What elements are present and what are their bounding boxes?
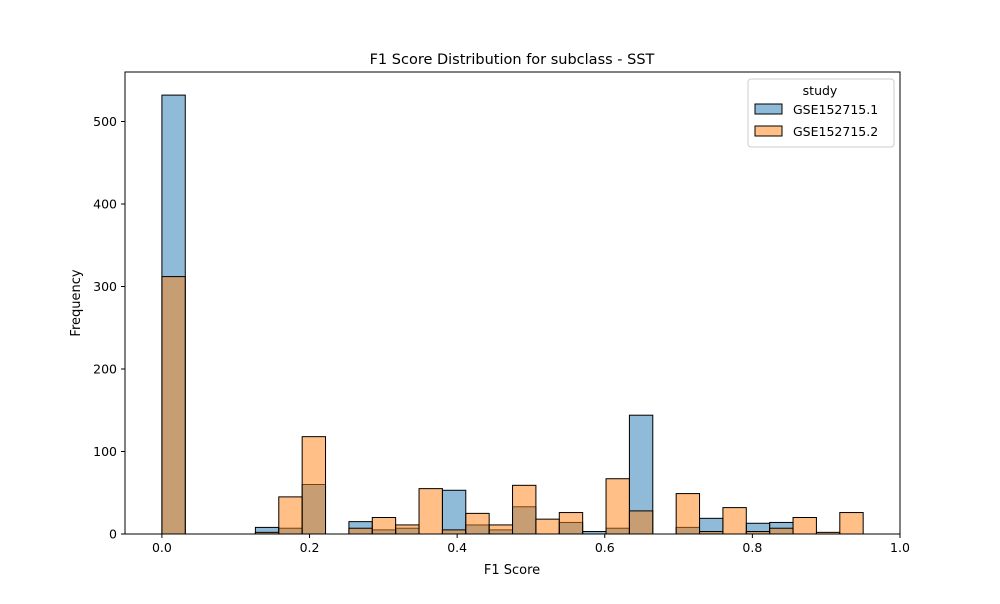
legend-box <box>747 78 895 148</box>
x-tick-label: 0.6 <box>595 540 615 555</box>
histogram-bar <box>441 489 467 535</box>
histogram-bar <box>441 529 467 535</box>
y-tick-label: 300 <box>93 279 117 294</box>
y-tick-label: 100 <box>93 444 117 459</box>
y-tick-label: 400 <box>93 197 117 212</box>
y-tick-label: 200 <box>93 362 117 377</box>
x-axis-label: F1 Score <box>484 563 540 578</box>
legend-title: study <box>803 83 838 98</box>
histogram-bar <box>675 493 701 535</box>
histogram-bar <box>769 527 794 535</box>
x-tick-label: 0.2 <box>300 540 320 555</box>
plot-frame <box>124 71 901 535</box>
bars-series-1 <box>161 94 794 535</box>
histogram-bar <box>839 512 864 535</box>
legend-swatch-series-2 <box>754 125 783 137</box>
chart-title: F1 Score Distribution for subclass - SST <box>370 52 655 68</box>
histogram-bar <box>371 517 397 535</box>
histogram-bar <box>278 496 303 535</box>
legend-label-series-1: GSE152715.1 <box>793 102 878 117</box>
histogram-bar <box>161 276 186 535</box>
histogram-bar <box>792 517 817 535</box>
histogram-bar <box>348 527 373 535</box>
bars-series-2 <box>161 276 864 535</box>
legend-swatch-series-1 <box>754 103 783 115</box>
x-tick-label: 0.4 <box>447 540 467 555</box>
y-axis-ticks: 0 100 200 300 400 500 <box>93 114 125 542</box>
x-tick-label: 0.8 <box>742 540 762 555</box>
y-axis-label: Frequency <box>69 269 84 336</box>
histogram-bar <box>418 488 443 535</box>
y-tick-label: 500 <box>93 114 117 129</box>
x-tick-label: 1.0 <box>890 540 910 555</box>
legend: study GSE152715.1 GSE152715.2 <box>747 78 895 148</box>
histogram-bar <box>535 518 560 535</box>
histogram-bar <box>512 484 537 535</box>
x-axis-ticks: 0.0 0.2 0.4 0.6 0.8 1.0 <box>152 534 910 555</box>
x-tick-label: 0.0 <box>152 540 172 555</box>
histogram-bar <box>395 524 420 535</box>
histogram-bar <box>465 512 490 535</box>
histogram-bar <box>488 524 514 535</box>
histogram-bar <box>301 436 327 535</box>
legend-label-series-2: GSE152715.2 <box>793 124 878 139</box>
histogram-bar <box>605 478 630 535</box>
histogram-bar <box>558 512 584 535</box>
histogram-bar <box>628 510 654 535</box>
histogram-bar <box>722 507 747 535</box>
y-tick-label: 0 <box>109 527 117 542</box>
